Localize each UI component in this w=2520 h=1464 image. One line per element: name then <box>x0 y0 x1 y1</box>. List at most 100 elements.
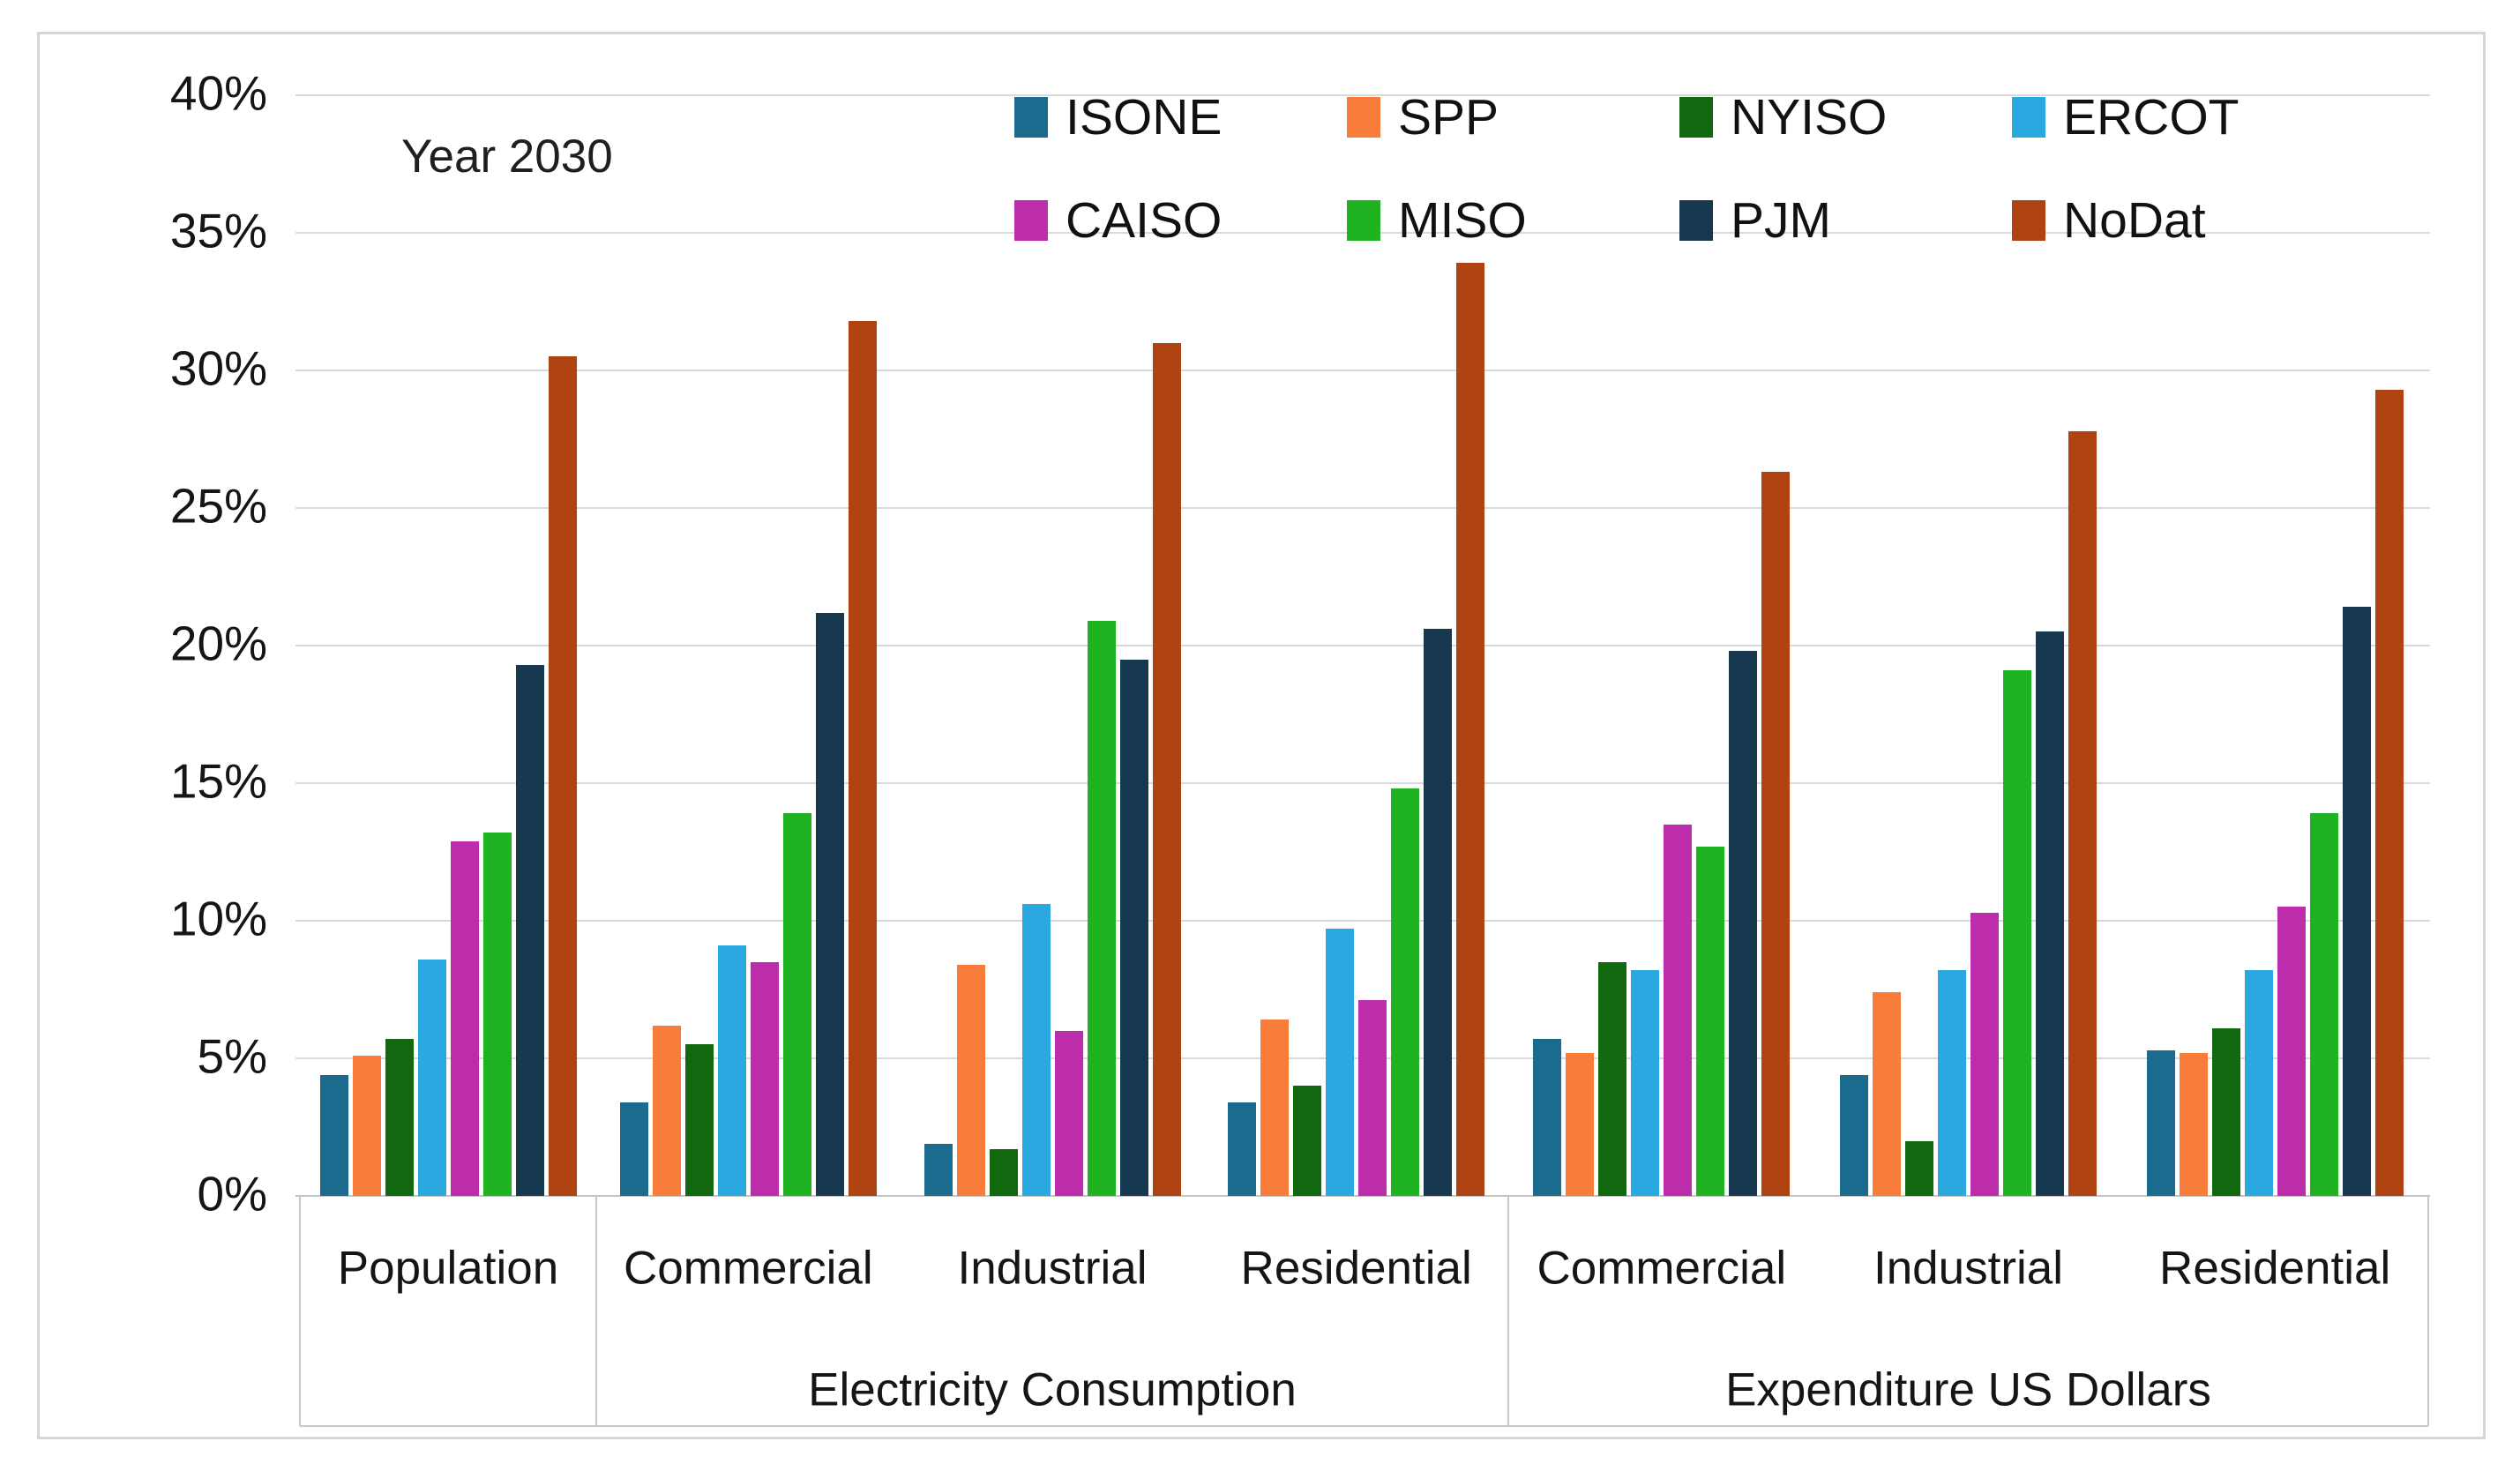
bar-ERCOT-1-Commercial <box>717 945 746 1196</box>
bar-PJM-1-Commercial <box>815 612 844 1196</box>
category-label-5-Industrial: Industrial <box>1873 1242 2064 1295</box>
axis-table-vline <box>595 1196 597 1426</box>
gridline-25% <box>295 507 2430 509</box>
bar-NYISO-1-Commercial <box>684 1044 714 1196</box>
axis-table-vline <box>1507 1196 1509 1426</box>
legend-label-ISONE: ISONE <box>1066 89 1223 146</box>
bar-SPP-6-Residential <box>2179 1052 2208 1196</box>
bar-SPP-3-Residential <box>1260 1020 1290 1196</box>
legend-label-SPP: SPP <box>1398 89 1499 146</box>
category-label-4-Commercial: Commercial <box>1537 1242 1787 1295</box>
bar-NoDat-0-Population <box>548 356 577 1196</box>
bar-NYISO-5-Industrial <box>1905 1140 1933 1196</box>
bar-MISO-0-Population <box>482 833 512 1196</box>
bar-CAISO-0-Population <box>450 840 479 1196</box>
legend-swatch-CAISO <box>1014 200 1048 241</box>
axis-table-vline <box>2427 1196 2429 1426</box>
category-label-6-Residential: Residential <box>2159 1242 2391 1295</box>
legend-swatch-SPP <box>1347 97 1380 138</box>
bar-ERCOT-2-Industrial <box>1021 904 1051 1196</box>
bar-ISONE-4-Commercial <box>1533 1039 1562 1196</box>
legend-swatch-NoDat <box>2012 200 2045 241</box>
legend-swatch-PJM <box>1679 200 1713 241</box>
bar-ISONE-1-Commercial <box>619 1102 648 1196</box>
bar-PJM-3-Residential <box>1424 629 1453 1196</box>
bar-MISO-4-Commercial <box>1696 846 1725 1196</box>
bar-NoDat-1-Commercial <box>848 320 877 1196</box>
y-tick-35%: 35% <box>169 203 267 258</box>
bar-NYISO-0-Population <box>385 1039 414 1196</box>
gridline-10% <box>295 920 2430 922</box>
y-tick-20%: 20% <box>169 616 267 671</box>
legend-swatch-ERCOT <box>2012 97 2045 138</box>
bar-SPP-2-Industrial <box>956 964 985 1196</box>
bar-NoDat-6-Residential <box>2374 389 2404 1196</box>
gridline-20% <box>295 645 2430 646</box>
bar-SPP-5-Industrial <box>1873 992 1901 1196</box>
bar-NoDat-2-Industrial <box>1152 342 1181 1196</box>
gridline-30% <box>295 370 2430 371</box>
bar-SPP-1-Commercial <box>652 1025 681 1196</box>
bar-CAISO-2-Industrial <box>1054 1030 1083 1196</box>
y-tick-10%: 10% <box>169 891 267 946</box>
category-label-2-Industrial: Industrial <box>957 1242 1148 1295</box>
section-label-electricity-consumption: Electricity Consumption <box>808 1363 1297 1416</box>
bar-ERCOT-5-Industrial <box>1938 970 1966 1196</box>
gridline-0% <box>295 1195 2430 1197</box>
bar-MISO-5-Industrial <box>2003 670 2031 1196</box>
bar-CAISO-6-Residential <box>2277 907 2306 1196</box>
legend-label-CAISO: CAISO <box>1066 192 1223 249</box>
bar-PJM-2-Industrial <box>1119 659 1148 1196</box>
bar-ERCOT-3-Residential <box>1326 929 1355 1196</box>
y-tick-0%: 0% <box>197 1166 268 1221</box>
bar-CAISO-3-Residential <box>1358 1000 1387 1196</box>
legend-label-PJM: PJM <box>1731 192 1831 249</box>
axis-table-vline <box>299 1196 301 1426</box>
bar-NYISO-2-Industrial <box>989 1148 1018 1196</box>
bar-MISO-3-Residential <box>1391 788 1420 1196</box>
legend-label-MISO: MISO <box>1398 192 1527 249</box>
bar-PJM-0-Population <box>515 664 544 1196</box>
bar-NoDat-5-Industrial <box>2068 430 2097 1196</box>
bar-NYISO-3-Residential <box>1293 1086 1322 1196</box>
gridline-40% <box>295 94 2430 96</box>
bar-PJM-4-Commercial <box>1729 651 1758 1196</box>
legend-swatch-ISONE <box>1014 97 1048 138</box>
legend-swatch-NYISO <box>1679 97 1713 138</box>
bar-ISONE-0-Population <box>319 1074 348 1196</box>
category-label-3-Residential: Residential <box>1240 1242 1472 1295</box>
bar-MISO-6-Residential <box>2309 813 2338 1196</box>
bar-ISONE-3-Residential <box>1228 1102 1257 1196</box>
y-tick-40%: 40% <box>169 65 267 121</box>
bar-MISO-1-Commercial <box>782 813 811 1196</box>
bar-PJM-5-Industrial <box>2036 631 2064 1196</box>
bar-MISO-2-Industrial <box>1087 620 1116 1196</box>
bar-CAISO-4-Commercial <box>1664 824 1693 1196</box>
legend-label-NYISO: NYISO <box>1731 89 1888 146</box>
bar-NYISO-6-Residential <box>2211 1027 2240 1196</box>
y-tick-5%: 5% <box>197 1028 268 1084</box>
bar-NYISO-4-Commercial <box>1598 961 1627 1196</box>
bar-ISONE-2-Industrial <box>924 1143 953 1196</box>
bar-ISONE-6-Residential <box>2146 1049 2175 1196</box>
legend-label-NoDat: NoDat <box>2063 192 2206 249</box>
bar-NoDat-3-Residential <box>1456 263 1485 1196</box>
bar-CAISO-5-Industrial <box>1970 912 1999 1196</box>
bar-ERCOT-4-Commercial <box>1631 970 1660 1196</box>
chart-annotation: Year 2030 <box>401 131 613 183</box>
bar-SPP-4-Commercial <box>1566 1052 1595 1196</box>
y-tick-15%: 15% <box>169 753 267 809</box>
section-label-expenditure-us-dollars: Expenditure US Dollars <box>1725 1363 2211 1416</box>
bar-ERCOT-0-Population <box>417 959 446 1196</box>
bar-ERCOT-6-Residential <box>2244 970 2273 1196</box>
y-tick-25%: 25% <box>169 478 267 534</box>
category-label-0-Population: Population <box>337 1242 559 1295</box>
bar-ISONE-5-Industrial <box>1840 1074 1868 1196</box>
axis-table-bottom-border <box>300 1425 2428 1427</box>
bar-PJM-6-Residential <box>2342 607 2371 1196</box>
bar-NoDat-4-Commercial <box>1761 472 1791 1196</box>
gridline-15% <box>295 782 2430 784</box>
bar-SPP-0-Population <box>352 1055 381 1196</box>
y-tick-30%: 30% <box>169 340 267 396</box>
